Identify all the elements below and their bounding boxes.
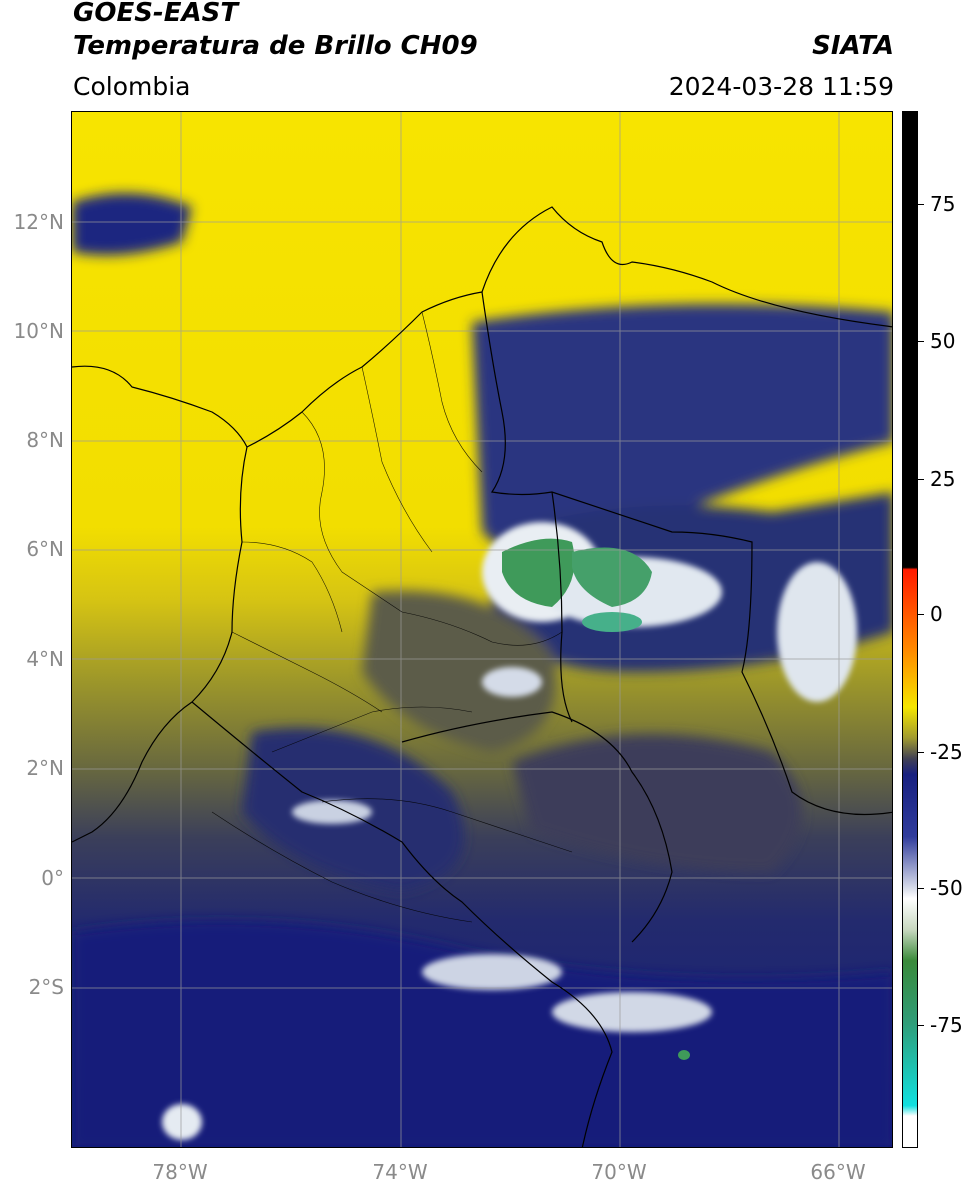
lat-label: 0° [41, 866, 64, 890]
colorbar-tick [918, 341, 924, 342]
lat-label: 8°N [26, 428, 64, 452]
colorbar-label: -25 [930, 740, 963, 764]
colorbar-tick [918, 1025, 924, 1026]
colorbar-tick [918, 479, 924, 480]
lon-label: 78°W [152, 1160, 208, 1184]
lon-label: 66°W [810, 1160, 866, 1184]
lat-label: 2°S [28, 975, 64, 999]
colorbar-label: 25 [930, 467, 956, 491]
lat-label: 12°N [13, 210, 64, 234]
colorbar-label: 75 [930, 192, 956, 216]
colorbar-label: -75 [930, 1013, 963, 1037]
datetime-label: 2024-03-28 11:59 [668, 72, 894, 101]
colorbar-tick [918, 204, 924, 205]
colorbar-label: 50 [930, 329, 956, 353]
department-borders [211, 311, 573, 923]
colorbar-label: 0 [930, 602, 943, 626]
lon-label: 74°W [372, 1160, 428, 1184]
lat-label: 4°N [26, 647, 64, 671]
region-label: Colombia [73, 72, 191, 101]
map-canvas [72, 112, 892, 1147]
colorbar [902, 111, 918, 1148]
graticule [72, 112, 892, 1147]
satellite-map [71, 111, 893, 1148]
title-line-2: Temperatura de Brillo CH09 [73, 31, 478, 61]
colorbar-tick [918, 752, 924, 753]
colorbar-gradient [903, 112, 917, 1147]
source-label: SIATA [812, 31, 894, 61]
colorbar-label: -50 [930, 876, 963, 900]
coldest-tops [502, 538, 690, 1060]
country-borders [72, 206, 892, 1147]
colorbar-tick [918, 888, 924, 889]
title-line-1: GOES-EAST [73, 0, 239, 28]
lat-label: 6°N [26, 537, 64, 561]
lon-label: 70°W [591, 1160, 647, 1184]
colorbar-tick [918, 614, 924, 615]
lat-label: 2°N [26, 756, 64, 780]
lat-label: 10°N [13, 319, 64, 343]
